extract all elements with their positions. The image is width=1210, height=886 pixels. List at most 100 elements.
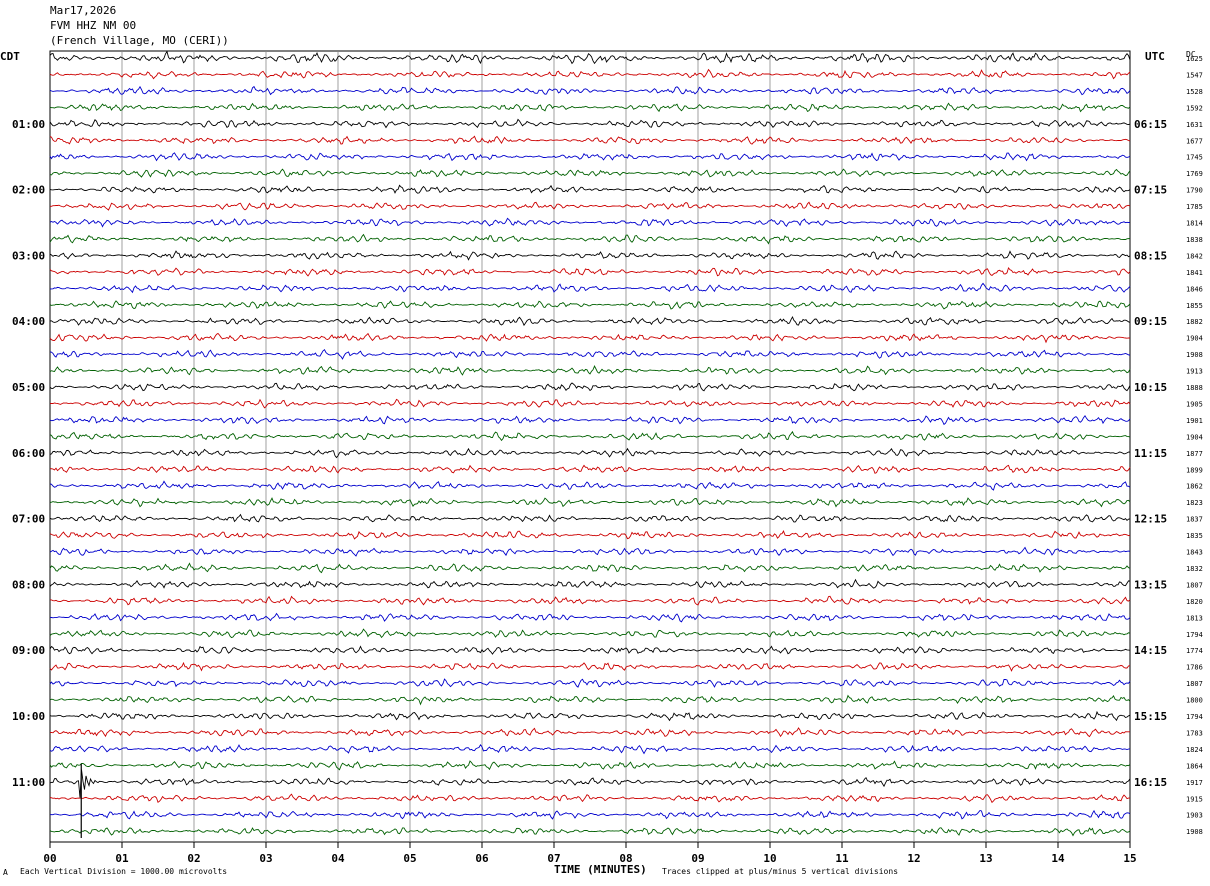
dc-offset-label: 1813 (1186, 614, 1203, 622)
scale-note: Each Vertical Division = 1000.00 microvo… (20, 867, 228, 876)
cdt-hour-label: 08:00 (12, 578, 45, 591)
cdt-hour-label: 07:00 (12, 513, 45, 526)
dc-offset-label: 1783 (1186, 729, 1203, 737)
cdt-hour-label: 04:00 (12, 315, 45, 328)
x-tick-label: 00 (43, 852, 56, 865)
cdt-label: CDT (0, 50, 20, 63)
trace-13 (49, 266, 1131, 277)
dc-offset-label: 1823 (1186, 499, 1203, 507)
utc-hour-label: 06:15 (1134, 118, 1167, 131)
dc-offset-label: 1904 (1186, 433, 1203, 441)
dc-offset-label: 1855 (1186, 302, 1203, 310)
dc-offset-label: 1908 (1186, 828, 1203, 836)
utc-hour-label: 10:15 (1134, 381, 1167, 394)
dc-offset-label: 1917 (1186, 779, 1203, 787)
dc-offset-label: 1807 (1186, 581, 1203, 589)
dc-offset-label: 1913 (1186, 368, 1203, 376)
dc-offset-label: 1843 (1186, 549, 1203, 557)
trace-46 (49, 809, 1131, 820)
dc-offset-label: 1901 (1186, 417, 1203, 425)
dc-offset-label: 1846 (1186, 285, 1203, 293)
trace-27 (49, 497, 1131, 508)
x-axis-title: TIME (MINUTES) (554, 863, 647, 876)
dc-offset-label: 1547 (1186, 71, 1203, 79)
trace-10 (49, 217, 1131, 228)
x-tick-label: 15 (1123, 852, 1136, 865)
dc-offset-label: 1592 (1186, 104, 1203, 112)
footer-mark: A (3, 868, 8, 877)
x-tick-label: 13 (979, 852, 992, 865)
trace-17 (49, 332, 1131, 344)
trace-41 (49, 727, 1130, 738)
utc-hour-labels: 06:15 07:15 08:15 09:15 10:15 11:15 12:15 13:15… (1134, 118, 1167, 789)
trace-2 (49, 85, 1131, 96)
station-label: FVM HHZ NM 00 (50, 19, 137, 32)
dc-offset-label: 1769 (1186, 170, 1203, 178)
x-tick-label: 14 (1051, 852, 1065, 865)
x-tick-label: 06 (475, 852, 489, 865)
dc-offset-label: 1774 (1186, 647, 1203, 655)
dc-offset-label: 1842 (1186, 252, 1203, 260)
trace-0 (49, 50, 1131, 65)
dc-offset-label: 1794 (1186, 713, 1203, 721)
cdt-hour-label: 11:00 (12, 776, 45, 789)
dc-offset-label: 1837 (1186, 516, 1203, 524)
dc-offset-label: 1631 (1186, 121, 1203, 129)
trace-15 (49, 300, 1131, 310)
dc-offset-label: 1835 (1186, 532, 1203, 540)
trace-29 (49, 530, 1131, 540)
trace-44 (49, 769, 1131, 798)
utc-hour-label: 13:15 (1134, 578, 1167, 591)
dc-offset-label: 1786 (1186, 664, 1203, 672)
trace-39 (49, 694, 1131, 706)
x-tick-label: 09 (691, 852, 704, 865)
dc-offset-label: 1882 (1186, 318, 1203, 326)
trace-42 (49, 743, 1131, 755)
x-tick-label: 10 (763, 852, 776, 865)
utc-label: UTC (1145, 50, 1165, 63)
dc-offset-label: 1908 (1186, 351, 1203, 359)
trace-12 (49, 250, 1131, 261)
trace-9 (50, 201, 1131, 211)
trace-6 (49, 152, 1131, 162)
dc-offset-label: 1745 (1186, 154, 1203, 162)
trace-36 (49, 645, 1131, 655)
dc-offset-label: 1888 (1186, 384, 1203, 392)
x-tick-label: 02 (187, 852, 200, 865)
trace-47 (49, 827, 1131, 837)
trace-45 (49, 793, 1131, 804)
trace-1 (49, 68, 1131, 80)
minute-gridlines (121, 51, 1059, 842)
seismic-traces (49, 50, 1131, 838)
trace-8 (49, 184, 1131, 194)
dc-offset-label: 1820 (1186, 598, 1203, 606)
dc-offset-label: 1790 (1186, 187, 1203, 195)
trace-40 (49, 710, 1131, 722)
trace-34 (49, 612, 1131, 623)
trace-14 (49, 282, 1131, 294)
dc-offset-label: 1800 (1186, 697, 1203, 705)
cdt-hour-labels: 01:00 02:00 03:00 04:00 05:00 06:00 07:00 08:00… (12, 118, 45, 789)
dc-offset-label: 1814 (1186, 220, 1203, 228)
x-tick-label: 05 (403, 852, 416, 865)
dc-offset-label: 1528 (1186, 88, 1203, 96)
utc-hour-label: 11:15 (1134, 447, 1167, 460)
cdt-hour-label: 10:00 (12, 710, 45, 723)
trace-37 (49, 661, 1131, 672)
trace-19 (49, 365, 1131, 376)
date-label: Mar17,2026 (50, 4, 117, 17)
dc-offset-label: 1905 (1186, 400, 1203, 408)
x-tick-label: 11 (835, 852, 849, 865)
x-tick-label: 01 (115, 852, 129, 865)
x-tick-label: 04 (331, 852, 345, 865)
dc-offset-label: 1838 (1186, 236, 1203, 244)
cdt-hour-label: 01:00 (12, 118, 45, 131)
dc-offset-label: 1794 (1186, 631, 1203, 639)
cdt-hour-label: 05:00 (12, 381, 45, 394)
utc-hour-label: 09:15 (1134, 315, 1167, 328)
utc-hour-label: 08:15 (1134, 249, 1167, 262)
dc-offset-label: 1904 (1186, 335, 1203, 343)
trace-3 (49, 102, 1131, 113)
trace-30 (49, 546, 1131, 557)
plot-frame (49, 50, 1131, 843)
